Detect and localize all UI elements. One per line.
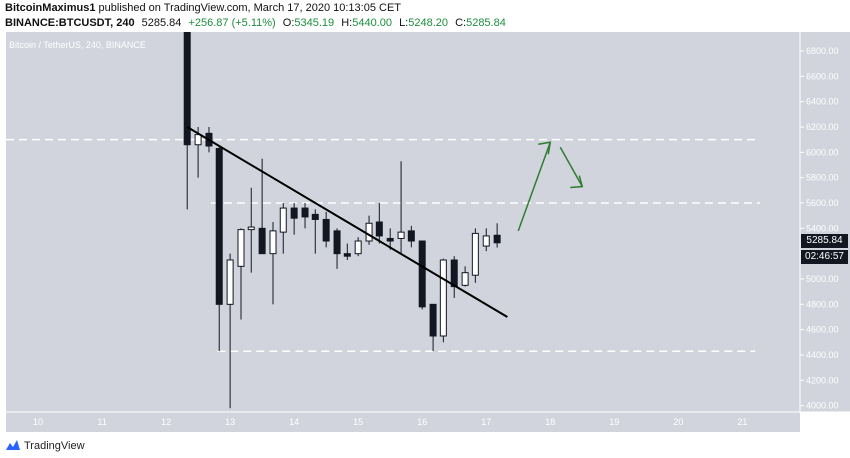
author-name[interactable]: BitcoinMaximus1 bbox=[5, 2, 96, 14]
candle-body-down[interactable] bbox=[429, 303, 437, 337]
time-axis[interactable] bbox=[6, 412, 800, 432]
candle-body-down[interactable] bbox=[418, 240, 426, 308]
time-tick-label: 17 bbox=[481, 417, 491, 427]
plot-background[interactable] bbox=[6, 32, 800, 412]
low-value: 5248.20 bbox=[408, 17, 449, 29]
candle-body-down[interactable] bbox=[290, 207, 298, 219]
projection-down-arrow[interactable] bbox=[559, 146, 583, 187]
time-tick-label: 16 bbox=[417, 417, 427, 427]
candle-body-up[interactable] bbox=[397, 231, 405, 239]
chart-area[interactable]: 6800.00 6600.00 6400.00 6200.00 6000.00 5800.… bbox=[0, 31, 850, 432]
arrow-head-down-icon bbox=[570, 175, 584, 189]
candle-body-up[interactable] bbox=[365, 222, 373, 242]
ohlc-legend: BINANCE:BTCUSDT, 240 5285.84 +256.87 (+5… bbox=[5, 17, 506, 29]
time-tick-label: 18 bbox=[545, 417, 555, 427]
time-tick-label: 12 bbox=[161, 417, 171, 427]
candle-body-down[interactable] bbox=[343, 253, 351, 257]
price-tick-label: 5600.00 bbox=[806, 198, 839, 208]
candle-body-down[interactable] bbox=[215, 148, 223, 305]
candle-body-up[interactable] bbox=[439, 259, 447, 337]
time-tick-label: 13 bbox=[225, 417, 235, 427]
close-label: C: bbox=[455, 17, 467, 29]
time-tick-label: 19 bbox=[609, 417, 619, 427]
projection-up-arrow[interactable] bbox=[517, 141, 551, 232]
close-value: 5285.84 bbox=[466, 17, 506, 29]
price-tick-label: 5400.00 bbox=[806, 223, 839, 233]
candle-body-down[interactable] bbox=[407, 230, 415, 242]
publish-header: BitcoinMaximus1 published on TradingView… bbox=[0, 0, 850, 32]
open-value: 5345.19 bbox=[294, 17, 335, 29]
candle-body-up[interactable] bbox=[194, 134, 202, 146]
price-tick-label: 5800.00 bbox=[806, 173, 839, 183]
last-price-tag: 5285.84 bbox=[801, 234, 848, 248]
arrow-head-up-icon bbox=[538, 141, 552, 155]
candle-body-down[interactable] bbox=[301, 207, 309, 218]
price-axis[interactable] bbox=[800, 32, 850, 412]
publish-info: BitcoinMaximus1 published on TradingView… bbox=[5, 2, 401, 14]
candle-body-down[interactable] bbox=[450, 259, 458, 288]
time-tick-label: 21 bbox=[737, 417, 747, 427]
candle-body-down[interactable] bbox=[333, 230, 341, 255]
candlestick-chart[interactable]: 6800.00 6600.00 6400.00 6200.00 6000.00 5800.… bbox=[0, 31, 850, 432]
price-tick-label: 6800.00 bbox=[806, 46, 839, 56]
price-tick-label: 6400.00 bbox=[806, 97, 839, 107]
last-price: 5285.84 bbox=[141, 17, 182, 29]
candle-body-up[interactable] bbox=[461, 272, 469, 286]
candle-body-up[interactable] bbox=[482, 235, 490, 247]
descending-trendline[interactable] bbox=[186, 126, 508, 318]
footer: TradingView bbox=[0, 432, 850, 458]
candle-body-up[interactable] bbox=[471, 232, 479, 276]
time-tick-label: 11 bbox=[97, 417, 106, 427]
candle-body-down[interactable] bbox=[375, 221, 383, 237]
high-label: H: bbox=[341, 17, 353, 29]
price-change: +256.87 (+5.11%) bbox=[188, 17, 276, 29]
candle-body-down[interactable] bbox=[183, 31, 191, 146]
price-tick-label: 4000.00 bbox=[806, 401, 839, 411]
tradingview-logo-icon[interactable] bbox=[5, 438, 21, 452]
candle-body-down[interactable] bbox=[311, 213, 319, 220]
open-label: O: bbox=[282, 17, 295, 29]
candle-body-down[interactable] bbox=[258, 227, 266, 255]
low-label: L: bbox=[399, 17, 409, 29]
candle-body-up[interactable] bbox=[269, 230, 277, 255]
candle-body-up[interactable] bbox=[226, 259, 234, 305]
price-tick-label: 4800.00 bbox=[806, 299, 839, 309]
tradingview-brand[interactable]: TradingView bbox=[24, 440, 85, 452]
price-tick-label: 4200.00 bbox=[806, 375, 839, 385]
candle-body-down[interactable] bbox=[322, 218, 330, 242]
chart-title: Bitcoin / TetherUS, 240, BINANCE bbox=[9, 40, 146, 50]
candle-body-up[interactable] bbox=[279, 207, 287, 233]
price-tick-label: 4400.00 bbox=[806, 350, 839, 360]
price-tick-label: 4600.00 bbox=[806, 325, 839, 335]
candle-body-down[interactable] bbox=[493, 234, 501, 244]
price-tick-label: 6200.00 bbox=[806, 122, 839, 132]
time-tick-label: 20 bbox=[673, 417, 683, 427]
price-tick-label: 6600.00 bbox=[806, 71, 839, 81]
time-tick-label: 14 bbox=[289, 417, 299, 427]
high-value: 5440.00 bbox=[352, 17, 392, 29]
candle-body-up[interactable] bbox=[237, 229, 245, 267]
published-text: published on TradingView.com, March 17, … bbox=[95, 2, 402, 14]
symbol-label: BINANCE:BTCUSDT, 240 bbox=[5, 17, 135, 29]
price-tick-label: 5000.00 bbox=[806, 274, 839, 284]
time-tick-label: 10 bbox=[33, 417, 43, 427]
bar-countdown-tag: 02:46:57 bbox=[801, 250, 848, 264]
candle-body-down[interactable] bbox=[386, 237, 394, 242]
price-tick-label: 6000.00 bbox=[806, 147, 839, 157]
candle-body-up[interactable] bbox=[247, 226, 255, 231]
time-tick-label: 15 bbox=[353, 417, 363, 427]
candle-body-up[interactable] bbox=[354, 240, 362, 255]
